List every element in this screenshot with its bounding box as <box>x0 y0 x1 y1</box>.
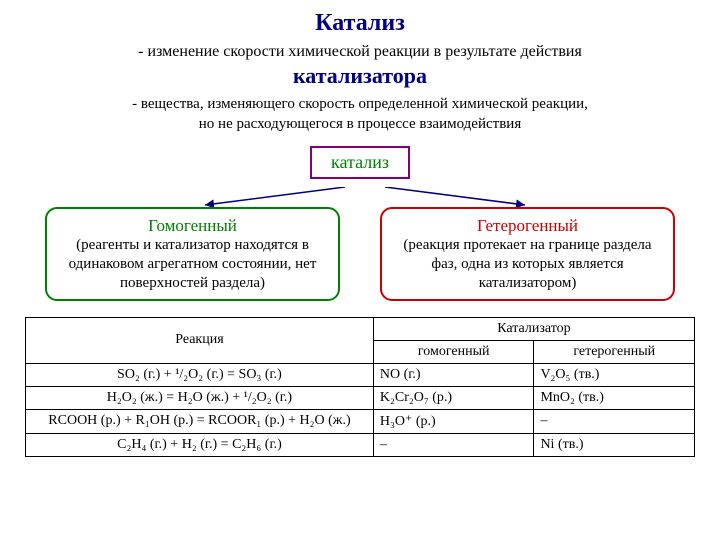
cell-reaction: C₂H₄ (г.) + H₂ (г.) = C₂H₆ (г.) <box>26 433 374 456</box>
table-row: H₂O₂ (ж.) = H₂O (ж.) + ¹/₂O₂ (г.) K₂Cr₂O… <box>26 386 695 409</box>
branch-left-text: (реагенты и катализатор находятся в один… <box>59 236 326 292</box>
th-catalyst: Катализатор <box>373 317 694 340</box>
description: - вещества, изменяющего скорость определ… <box>25 95 695 134</box>
th-reaction: Реакция <box>26 317 374 363</box>
cell-homo: NO (г.) <box>373 363 534 386</box>
desc-line1: - вещества, изменяющего скорость определ… <box>132 96 588 112</box>
branch-left-title: Гомогенный <box>59 215 326 236</box>
arrows-svg <box>25 187 695 207</box>
cell-hetero: Ni (тв.) <box>534 433 695 456</box>
cell-hetero: MnO₂ (тв.) <box>534 386 695 409</box>
table-row: RCOOH (р.) + R₁OH (р.) = RCOOR₁ (р.) + H… <box>26 409 695 433</box>
th-homo: гомогенный <box>373 340 534 363</box>
table-row: C₂H₄ (г.) + H₂ (г.) = C₂H₆ (г.) – Ni (тв… <box>26 433 695 456</box>
branch-homogeneous: Гомогенный (реагенты и катализатор наход… <box>45 207 340 301</box>
cell-reaction: RCOOH (р.) + R₁OH (р.) = RCOOR₁ (р.) + H… <box>26 409 374 433</box>
table-row: SO₂ (г.) + ¹/₂O₂ (г.) = SO₃ (г.) NO (г.)… <box>26 363 695 386</box>
center-box: катализ <box>310 146 410 179</box>
cell-hetero: V₂O₅ (тв.) <box>534 363 695 386</box>
subtitle-prefix: - изменение скорости химической реакции … <box>25 43 695 61</box>
reactions-table: Реакция Катализатор гомогенный гетероген… <box>25 317 695 457</box>
branch-right-text: (реакция протекает на границе раздела фа… <box>394 236 661 292</box>
table-header-row: Реакция Катализатор <box>26 317 695 340</box>
cell-homo: – <box>373 433 534 456</box>
cell-reaction: SO₂ (г.) + ¹/₂O₂ (г.) = SO₃ (г.) <box>26 363 374 386</box>
th-hetero: гетерогенный <box>534 340 695 363</box>
cell-hetero: – <box>534 409 695 433</box>
branch-heterogeneous: Гетерогенный (реакция протекает на грани… <box>380 207 675 301</box>
desc-line2: но не расходующегося в процессе взаимоде… <box>199 116 521 132</box>
page-title: Катализ <box>25 10 695 37</box>
branches-row: Гомогенный (реагенты и катализатор наход… <box>25 207 695 301</box>
cell-reaction: H₂O₂ (ж.) = H₂O (ж.) + ¹/₂O₂ (г.) <box>26 386 374 409</box>
subtitle-word: катализатора <box>25 63 695 89</box>
cell-homo: K₂Cr₂O₇ (р.) <box>373 386 534 409</box>
cell-homo: H₃O⁺ (р.) <box>373 409 534 433</box>
branch-right-title: Гетерогенный <box>394 215 661 236</box>
arrow-container <box>25 187 695 207</box>
